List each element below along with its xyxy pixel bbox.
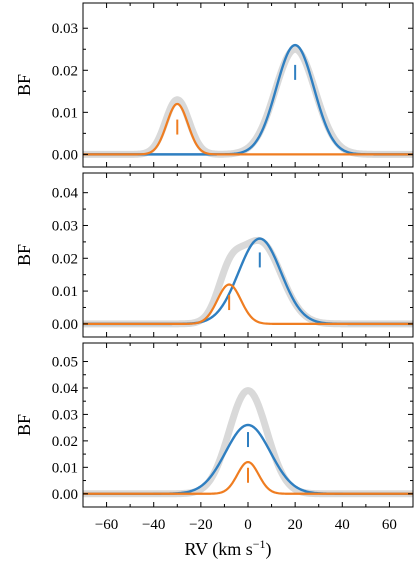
- primary-profile-line: [83, 43, 413, 156]
- panel-middle: 0.00 0.01 0.02 0.03 0.04 BF: [14, 172, 414, 338]
- y-tick-label: 0.01: [52, 284, 78, 300]
- plot-area: [83, 43, 413, 158]
- y-axis-title: BF: [14, 414, 34, 436]
- panel-top: 0.00 0.01 0.02 0.03 BF: [14, 2, 414, 168]
- panel-bottom: 0.00 0.01 0.02 0.03 0.04 0.05 BF −60 −40 −20 0 20 40…: [14, 342, 414, 533]
- y-tick-label: 0.03: [52, 218, 78, 234]
- y-tick-label: 0.02: [52, 434, 78, 450]
- x-axis-title-main: RV (km s: [184, 539, 252, 560]
- plot-area: [83, 236, 413, 328]
- y-tick-label: 0.00: [52, 487, 78, 503]
- secondary-profile-line: [83, 283, 413, 325]
- y-tick-label: 0.02: [52, 63, 78, 79]
- secondary-profile-line: [83, 102, 413, 156]
- x-tick-label: −40: [142, 517, 165, 533]
- x-axis-title-close: ): [266, 539, 272, 560]
- y-tick-label: 0.00: [52, 317, 78, 333]
- y-tick-label: 0.00: [52, 147, 78, 163]
- y-axis-title: BF: [14, 74, 34, 96]
- plot-area: [83, 387, 413, 498]
- x-axis-title: RV (km s−1): [184, 537, 271, 560]
- y-tick-label: 0.03: [52, 21, 78, 37]
- x-tick-label: 60: [382, 517, 397, 533]
- y-tick-label: 0.04: [52, 381, 79, 397]
- x-tick-label: −60: [95, 517, 118, 533]
- x-tick-label: 40: [335, 517, 350, 533]
- secondary-profile-line: [83, 460, 413, 495]
- y-tick-label: 0.01: [52, 105, 78, 121]
- y-tick-label: 0.02: [52, 251, 78, 267]
- total-profile-line: [83, 45, 413, 158]
- y-tick-label: 0.03: [52, 407, 78, 423]
- panel-frame: [82, 2, 414, 168]
- y-axis-title: BF: [14, 244, 34, 266]
- y-tick-label: 0.05: [52, 355, 78, 371]
- x-tick-label: 20: [288, 517, 303, 533]
- x-tick-label: −20: [189, 517, 212, 533]
- x-tick-label: 0: [244, 517, 252, 533]
- y-tick-label: 0.01: [52, 460, 78, 476]
- y-tick-label: 0.04: [52, 186, 79, 202]
- x-axis-title-superscript: −1: [253, 537, 266, 551]
